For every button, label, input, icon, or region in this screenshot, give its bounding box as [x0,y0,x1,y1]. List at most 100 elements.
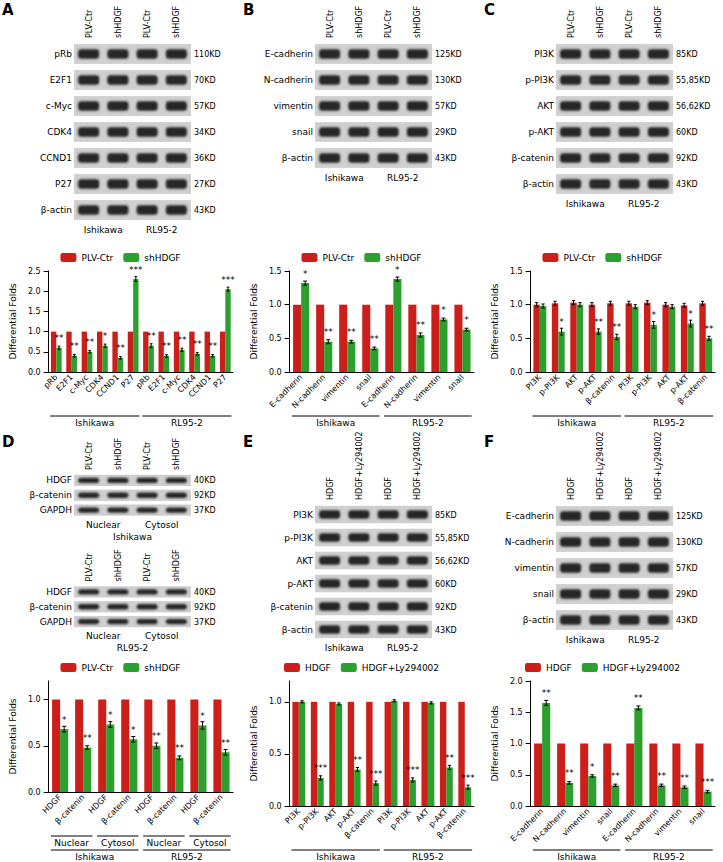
svg-text:RL95-2: RL95-2 [412,418,444,428]
svg-text:Ishikawa: Ishikawa [75,418,114,428]
svg-text:1.0: 1.0 [269,300,282,309]
svg-text:β-catenin: β-catenin [30,490,72,500]
svg-text:PLV-Ctr: PLV-Ctr [85,441,94,470]
svg-text:**: ** [147,331,157,341]
svg-text:Ishikawa: Ishikawa [84,225,123,235]
svg-text:β-catenin: β-catenin [192,793,225,826]
svg-text:**: ** [565,768,575,778]
svg-text:HDGF: HDGF [567,477,576,500]
svg-text:shHDGF: shHDGF [144,663,180,673]
svg-text:Ishikawa: Ishikawa [566,635,605,645]
svg-text:PLV-Ctr: PLV-Ctr [384,9,393,38]
svg-text:β-catenin: β-catenin [512,153,554,163]
svg-text:2.0: 2.0 [510,677,523,686]
svg-text:PLV-Ctr: PLV-Ctr [143,552,152,581]
svg-text:vimentin: vimentin [411,373,442,404]
svg-text:85KD: 85KD [676,50,698,59]
svg-text:RL95-2: RL95-2 [146,225,178,235]
svg-text:N-cadherin: N-cadherin [382,373,419,410]
svg-text:shHDGF: shHDGF [172,437,181,470]
svg-text:HDGF: HDGF [625,477,634,500]
svg-text:RL95-2: RL95-2 [171,418,203,428]
svg-text:***: *** [701,777,715,787]
svg-text:β-actin: β-actin [282,625,313,635]
svg-text:Differential Folds: Differential Folds [490,283,500,359]
svg-text:AKT: AKT [537,101,554,111]
svg-text:E: E [243,433,253,451]
svg-text:**: ** [370,334,380,344]
svg-text:HDGF: HDGF [326,477,335,500]
svg-text:PI3K: PI3K [534,49,555,59]
svg-text:PLV-Ctr: PLV-Ctr [322,253,354,263]
svg-text:40KD: 40KD [194,476,216,485]
svg-text:0.0: 0.0 [510,802,523,811]
svg-text:34KD: 34KD [194,128,216,137]
svg-text:**: ** [347,327,357,337]
svg-text:RL95-2: RL95-2 [653,418,685,428]
svg-text:PI3K: PI3K [293,510,314,520]
svg-text:β-actin: β-actin [523,179,554,189]
svg-text:Differential Folds: Differential Folds [490,705,500,781]
svg-text:PLV-Ctr: PLV-Ctr [326,9,335,38]
svg-text:*: * [651,310,656,320]
svg-text:HDGF+Ly294002: HDGF+Ly294002 [413,431,422,500]
svg-text:0.5: 0.5 [28,741,41,750]
svg-text:β-catenin: β-catenin [146,793,179,826]
svg-text:1.0: 1.0 [510,300,523,309]
svg-text:shHDGF: shHDGF [654,5,663,38]
svg-text:**: ** [445,753,455,763]
svg-text:0.5: 0.5 [28,347,41,356]
svg-text:N-cadherin: N-cadherin [505,537,554,547]
svg-text:29KD: 29KD [676,590,698,599]
svg-text:HDGF+Ly294002: HDGF+Ly294002 [603,663,680,673]
svg-text:37KD: 37KD [194,506,216,515]
svg-text:43KD: 43KD [435,626,457,635]
svg-text:1.5: 1.5 [510,708,523,717]
svg-text:CCND1: CCND1 [40,153,72,163]
svg-text:**: ** [680,773,690,783]
svg-text:**: ** [162,341,172,351]
svg-text:**: ** [353,755,363,765]
svg-text:**: ** [208,341,218,351]
svg-text:0.0: 0.0 [28,368,41,377]
svg-text:HDGF+Ly294002: HDGF+Ly294002 [654,431,663,500]
svg-text:**: ** [54,333,64,343]
svg-text:P27: P27 [55,179,72,189]
svg-text:shHDGF: shHDGF [114,437,123,470]
svg-text:**: ** [193,339,203,349]
svg-text:92KD: 92KD [194,491,216,500]
svg-text:β-catenin: β-catenin [343,807,376,840]
svg-text:**: ** [324,327,334,337]
svg-text:55,85KD: 55,85KD [435,534,469,543]
svg-text:130KD: 130KD [676,538,703,547]
svg-text:E-cadherin: E-cadherin [506,511,554,521]
svg-text:Differential Folds: Differential Folds [8,698,18,774]
svg-text:1.0: 1.0 [28,327,41,336]
svg-text:β-catenin: β-catenin [584,373,617,406]
svg-text:56,62KD: 56,62KD [676,102,710,111]
svg-text:shHDGF: shHDGF [626,253,662,263]
svg-text:β-catenin: β-catenin [676,373,709,406]
svg-text:**: ** [416,320,426,330]
svg-text:1.0: 1.0 [28,695,41,704]
svg-text:2.0: 2.0 [28,287,41,296]
svg-text:*: * [103,331,108,341]
svg-text:1.5: 1.5 [269,267,282,276]
svg-text:**: ** [175,743,185,753]
svg-text:RL95-2: RL95-2 [171,852,203,862]
svg-text:HDGF: HDGF [46,587,72,597]
svg-text:Cytosol: Cytosol [101,838,134,848]
svg-text:110KD: 110KD [194,50,221,59]
svg-text:shHDGF: shHDGF [355,5,364,38]
svg-text:**: ** [611,771,621,781]
svg-text:***: *** [129,265,143,275]
svg-text:vimentin: vimentin [652,807,683,838]
svg-text:HDGF: HDGF [305,663,331,673]
svg-text:p-AKT: p-AKT [287,579,313,589]
svg-text:**: ** [612,322,622,332]
svg-text:p-PI3K: p-PI3K [296,806,321,831]
svg-text:125KD: 125KD [676,512,703,521]
svg-text:0.0: 0.0 [269,368,282,377]
svg-text:N-cadherin: N-cadherin [531,807,568,844]
svg-text:0.5: 0.5 [269,334,282,343]
